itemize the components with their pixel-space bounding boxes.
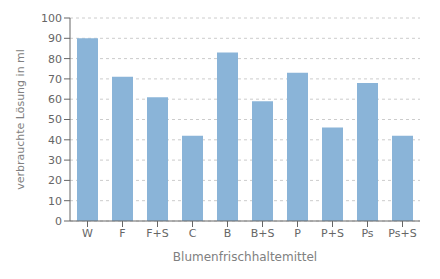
svg-text:40: 40 (48, 134, 62, 147)
svg-text:100: 100 (41, 12, 62, 25)
svg-text:Ps: Ps (361, 227, 373, 240)
svg-text:30: 30 (48, 154, 62, 167)
svg-text:F+S: F+S (146, 227, 169, 240)
svg-text:50: 50 (48, 113, 62, 126)
svg-text:P: P (294, 227, 301, 240)
svg-text:B: B (224, 227, 232, 240)
svg-text:verbrauchte Lösung in ml: verbrauchte Lösung in ml (14, 49, 27, 190)
svg-text:60: 60 (48, 93, 62, 106)
svg-text:70: 70 (48, 73, 62, 86)
svg-text:Blumenfrischhaltemittel: Blumenfrischhaltemittel (173, 250, 317, 264)
svg-text:W: W (82, 227, 93, 240)
svg-text:B+S: B+S (251, 227, 275, 240)
svg-text:C: C (189, 227, 197, 240)
svg-text:F: F (119, 227, 125, 240)
svg-text:20: 20 (48, 174, 62, 187)
svg-text:90: 90 (48, 32, 62, 45)
svg-text:80: 80 (48, 53, 62, 66)
svg-text:Ps+S: Ps+S (388, 227, 416, 240)
svg-text:10: 10 (48, 195, 62, 208)
svg-text:P+S: P+S (321, 227, 344, 240)
svg-text:0: 0 (55, 215, 62, 228)
